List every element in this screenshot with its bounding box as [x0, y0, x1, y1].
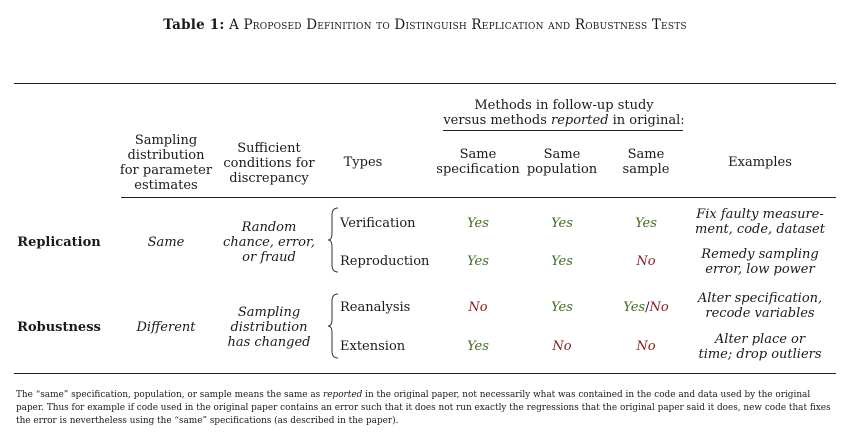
reproduction-sample: No — [604, 252, 688, 270]
verification-pop: Yes — [551, 215, 573, 231]
replication-conditions: Random chance, error, or fraud — [223, 219, 315, 265]
table-note: The “same” specification, population, or… — [16, 389, 838, 428]
robustness-sampling: Different — [136, 319, 196, 335]
note-part1: The “same” specification, population, or… — [16, 390, 324, 400]
caption-number: Table 1: — [163, 17, 225, 33]
table-caption: Table 1: A Proposed Definition to Distin… — [0, 17, 850, 33]
robustness-brace — [328, 293, 339, 359]
note-emphasis: reported — [323, 390, 363, 400]
type-reanalysis: Reanalysis — [340, 299, 411, 315]
verification-example: Fix faulty measure- ment, code, dataset — [695, 207, 825, 237]
robustness-conditions: Sampling distribution has changed — [227, 304, 311, 350]
group-label-replication: Replication — [17, 234, 101, 250]
methods-line2-post: in original: — [608, 113, 685, 128]
caption-title: A Proposed Definition to Distinguish Rep… — [229, 17, 687, 33]
replication-sampling: Same — [147, 234, 185, 250]
reanalysis-pop: Yes — [551, 299, 573, 315]
reanalysis-spec: No — [468, 299, 488, 315]
extension-sample: No — [604, 337, 688, 355]
verification-sample-yes: Yes — [635, 215, 657, 231]
reanalysis-sample-yes: Yes — [623, 299, 646, 315]
extension-spec: Yes — [467, 338, 489, 354]
header-same-population: Same population — [526, 147, 598, 177]
note-part2: in the original paper, not necessarily w… — [16, 390, 831, 426]
header-same-specification: Same specification — [436, 147, 520, 177]
header-sufficient-conditions: Sufficient conditions for discrepancy — [223, 140, 315, 186]
reproduction-sample-no: No — [636, 253, 656, 269]
methods-rule — [443, 130, 683, 131]
header-methods-line2: versus methods reported in original: — [443, 113, 684, 128]
bottom-rule — [14, 373, 836, 374]
verification-spec: Yes — [467, 215, 489, 231]
header-examples: Examples — [728, 154, 792, 170]
reanalysis-example: Alter specification, recode variables — [697, 291, 823, 321]
header-methods: Methods in follow-up study versus method… — [436, 97, 692, 129]
header-rule — [121, 197, 836, 198]
reanalysis-sample-no: No — [649, 299, 669, 315]
reproduction-example: Remedy sampling error, low power — [701, 247, 819, 277]
header-same-sample: Same sample — [622, 147, 670, 177]
replication-brace — [328, 207, 339, 273]
reproduction-spec: Yes — [467, 253, 489, 269]
methods-line2-pre: versus methods — [443, 113, 551, 128]
methods-line2-emphasis: reported — [551, 113, 609, 128]
extension-example: Alter place or time; drop outliers — [698, 332, 822, 362]
header-types: Types — [343, 154, 383, 170]
header-sampling-distribution: Sampling distribution for parameter esti… — [119, 133, 213, 193]
group-label-robustness: Robustness — [17, 319, 101, 335]
type-reproduction: Reproduction — [340, 253, 430, 269]
type-extension: Extension — [340, 338, 406, 354]
header-methods-line1: Methods in follow-up study — [474, 98, 654, 113]
verification-sample: Yes — [604, 214, 688, 232]
reanalysis-sample: Yes / No — [604, 298, 688, 316]
extension-pop: No — [552, 338, 572, 354]
type-verification: Verification — [340, 215, 416, 231]
top-rule — [14, 83, 836, 84]
extension-sample-no: No — [636, 338, 656, 354]
reanalysis-sample-sep: / — [645, 299, 650, 315]
reproduction-pop: Yes — [551, 253, 573, 269]
